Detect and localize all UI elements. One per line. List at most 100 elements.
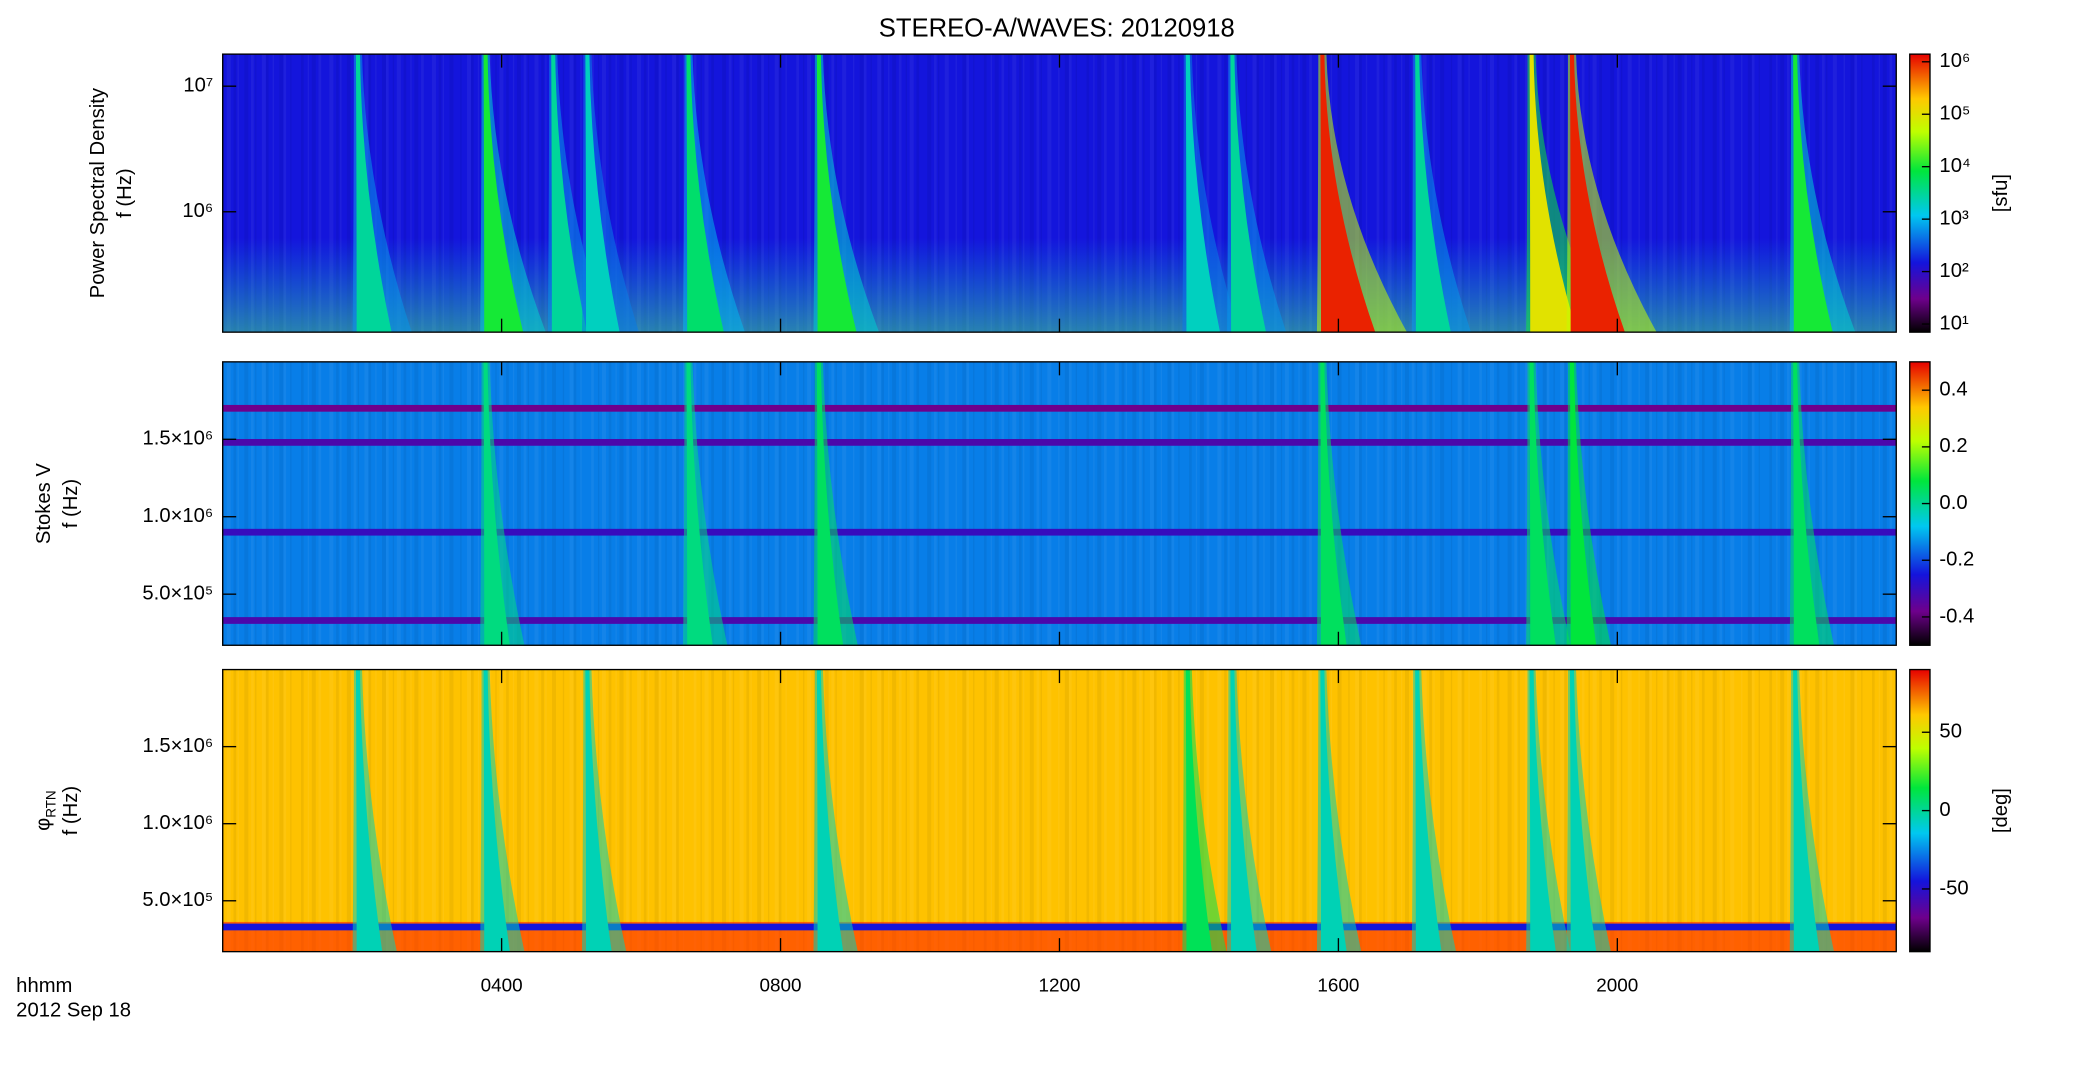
texture [283,669,287,952]
texture [1712,54,1717,333]
texture [1383,669,1385,952]
y-tick-label: 5.0×10⁵ [142,583,213,605]
texture [774,54,779,333]
texture [785,669,787,952]
texture [1404,669,1410,952]
texture [672,54,677,333]
texture [746,54,750,333]
texture [1560,361,1565,646]
texture [1560,54,1565,333]
texture [630,669,632,952]
texture [562,361,565,646]
texture [1086,361,1090,646]
texture [1143,54,1145,333]
texture [1882,669,1887,952]
texture [739,54,744,333]
texture [1450,669,1453,952]
y-axis-label: Stokes V [33,463,55,544]
texture [637,669,642,952]
texture [888,54,890,333]
texture [877,361,882,646]
texture [842,361,847,646]
texture [279,361,284,646]
texture [1064,54,1069,333]
texture [1490,361,1495,646]
texture [682,361,685,646]
texture [1620,361,1623,646]
texture [523,669,527,952]
texture [711,669,714,952]
burst [1569,669,1597,952]
burst [1185,54,1221,333]
texture [1871,361,1875,646]
texture [1252,669,1257,952]
texture [1365,669,1368,952]
colorbar-tick-label: 10¹ [1939,312,1969,334]
burst [1529,54,1577,333]
texture [1620,54,1623,333]
texture [1125,361,1127,646]
texture [990,669,992,952]
texture [1217,361,1222,646]
texture [898,54,902,333]
texture [654,669,659,952]
burst [585,54,620,333]
texture [527,54,530,333]
texture [1429,361,1432,646]
texture [1878,54,1881,333]
texture [1673,669,1675,952]
texture [757,361,762,646]
burst [585,669,612,952]
texture [1656,669,1658,952]
texture [973,669,975,952]
texture [1139,361,1142,646]
texture [1592,669,1597,952]
texture [750,54,752,333]
texture [512,361,515,646]
texture [1485,669,1488,952]
texture [658,54,662,333]
burst [1230,54,1267,333]
texture [619,669,624,952]
burst [1793,669,1820,952]
texture [244,54,249,333]
texture [392,361,395,646]
texture [1730,54,1735,333]
burst [551,54,587,333]
texture [318,361,322,646]
texture [774,361,779,646]
texture [1433,669,1435,952]
texture [1485,54,1488,333]
texture [1673,54,1675,333]
texture [1751,54,1755,333]
texture [1355,669,1360,952]
texture [1383,361,1385,646]
texture [471,54,474,333]
texture [1291,361,1295,646]
texture [336,361,339,646]
texture [1457,669,1462,952]
texture [1189,361,1192,646]
texture [237,669,239,952]
texture [1012,361,1017,646]
texture [881,54,885,333]
colorbar [1909,53,1931,333]
texture [580,361,582,646]
texture [1719,669,1723,952]
texture [796,669,799,952]
texture [658,361,662,646]
texture [1132,669,1137,952]
subscript: RTN [43,790,58,817]
x-axis-label: 2012 Sep 18 [16,999,131,1021]
burst [1230,669,1257,952]
texture [905,361,907,646]
texture [375,669,377,952]
texture [1701,361,1705,646]
texture [842,669,847,952]
texture [460,54,462,333]
y-axis-label: f (Hz) [60,479,82,528]
texture [396,669,401,952]
texture [471,669,474,952]
texture [626,54,629,333]
texture [381,669,386,952]
